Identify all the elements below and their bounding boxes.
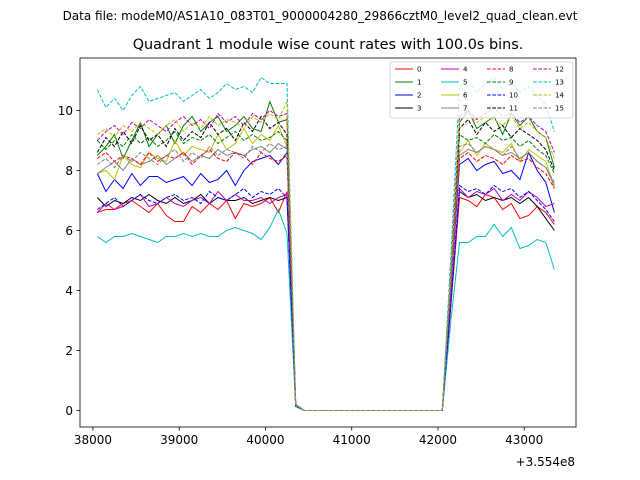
legend-label-11: 11 (509, 105, 518, 113)
y-tick-label: 4 (65, 284, 73, 298)
legend-label-4: 4 (463, 66, 468, 74)
legend-label-0: 0 (417, 66, 421, 74)
x-tick-label: 43000 (505, 433, 543, 447)
legend-label-7: 7 (463, 105, 467, 113)
chart-title: Quadrant 1 module wise count rates with … (133, 37, 524, 53)
legend-box (389, 61, 574, 119)
x-tick-label: 40000 (246, 433, 284, 447)
x-tick-label: 38000 (74, 433, 112, 447)
series-line-15 (97, 142, 555, 411)
legend-label-13: 13 (555, 79, 564, 87)
series-lines (96, 76, 555, 411)
y-tick-label: 6 (65, 224, 73, 238)
y-tick-label: 8 (65, 164, 73, 178)
x-tick-label: 42000 (419, 433, 457, 447)
legend-label-9: 9 (509, 79, 513, 87)
series-line-14 (97, 101, 555, 411)
x-tick-label: 39000 (160, 433, 198, 447)
legend-label-8: 8 (509, 66, 513, 74)
figure-suptitle: Data file: modeM0/AS1A10_083T01_90000042… (63, 9, 578, 23)
legend-label-12: 12 (555, 66, 564, 74)
legend-label-10: 10 (509, 92, 518, 100)
legend-label-3: 3 (417, 105, 421, 113)
y-tick-label: 2 (65, 344, 73, 358)
legend-label-6: 6 (463, 92, 468, 100)
x-tick-label: 41000 (333, 433, 371, 447)
x-offset-label: +3.554e8 (516, 455, 575, 469)
plot-frame (79, 57, 577, 428)
legend-label-15: 15 (555, 105, 564, 113)
legend-label-2: 2 (417, 92, 421, 100)
y-tick-label: 10 (58, 104, 73, 118)
legend-label-14: 14 (555, 92, 564, 100)
legend-label-1: 1 (417, 79, 421, 87)
legend-label-5: 5 (463, 79, 467, 87)
y-tick-label: 0 (65, 404, 73, 418)
